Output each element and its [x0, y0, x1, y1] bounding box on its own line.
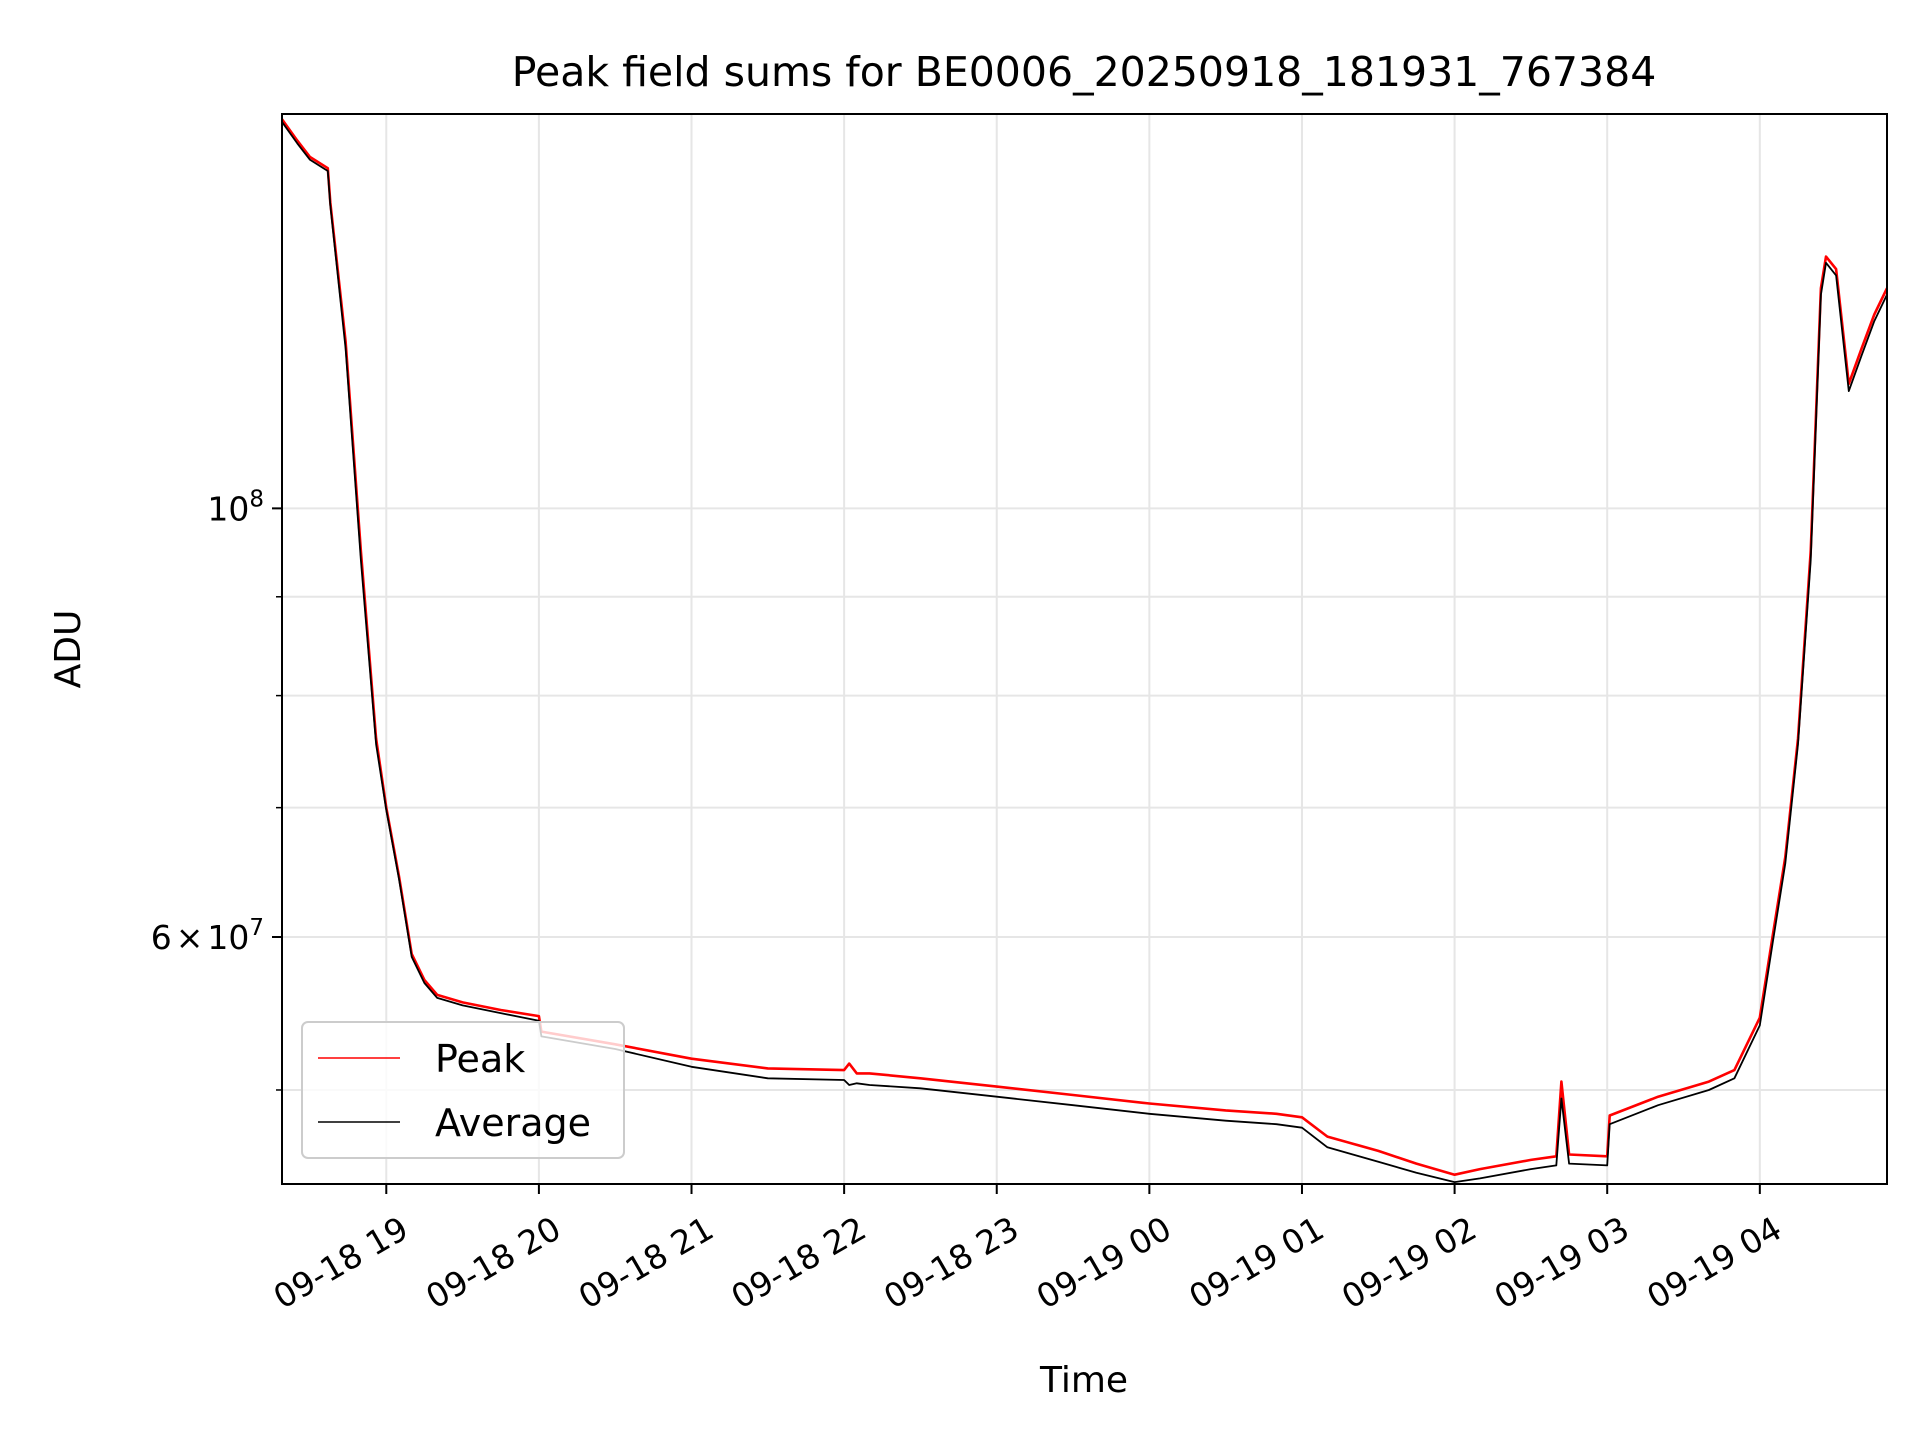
series-line-average: [282, 121, 1887, 1183]
y-axis-label: ADU: [48, 610, 89, 689]
legend-label-average: Average: [435, 1101, 591, 1145]
y-tick-label: 6 × 107: [151, 915, 264, 957]
plot-frame: [281, 113, 1888, 1185]
series-lines: [282, 118, 1887, 1183]
y-tick-label: 108: [207, 486, 264, 528]
legend-label-peak: Peak: [435, 1037, 525, 1081]
chart-legend: Peak Average: [301, 1021, 625, 1159]
chart-title: Peak field sums for BE0006_20250918_1819…: [512, 48, 1657, 96]
legend-box: [301, 1021, 625, 1159]
x-axis-label: Time: [1039, 1360, 1128, 1401]
